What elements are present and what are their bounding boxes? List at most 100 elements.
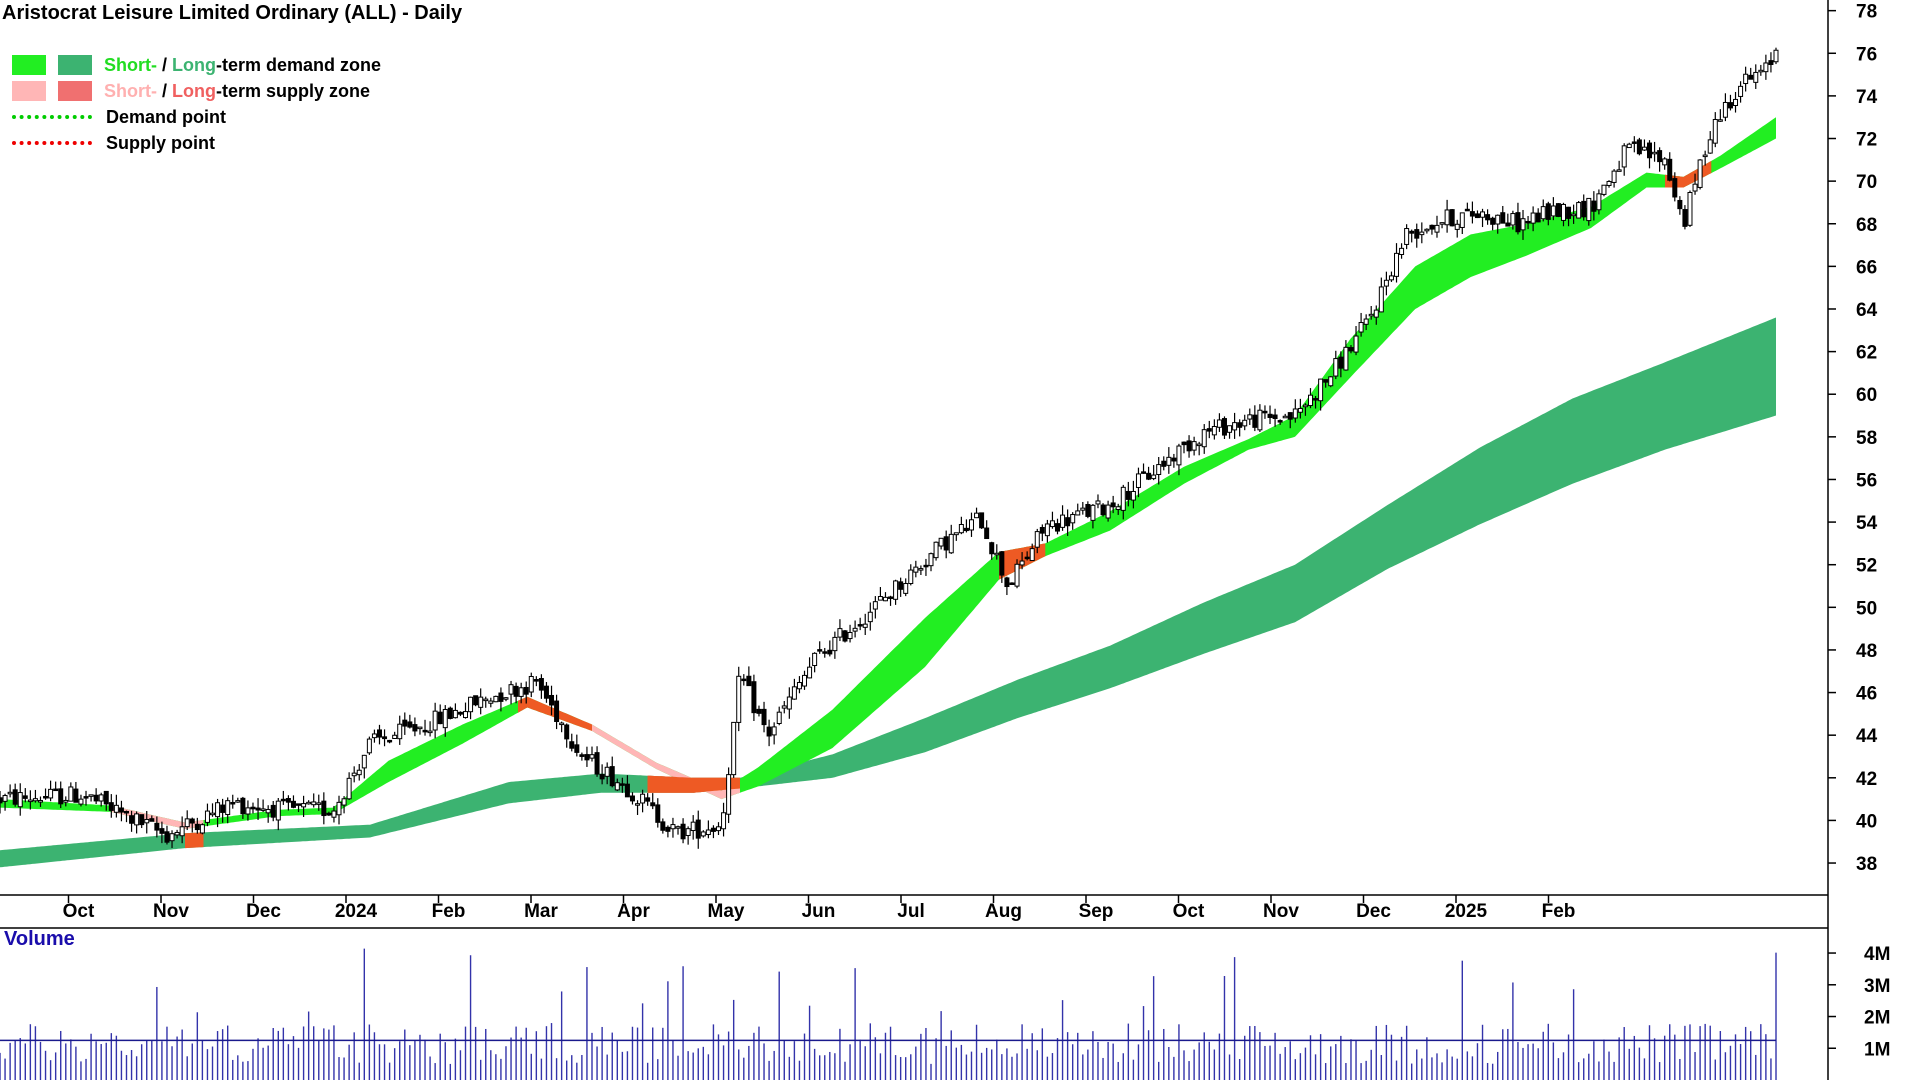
x-tick-label: Jul <box>897 901 924 922</box>
x-tick-label: Nov <box>1263 901 1299 922</box>
candle <box>1100 503 1106 517</box>
candle-body <box>1232 422 1238 431</box>
candle-body <box>164 831 170 843</box>
candle-body <box>1363 318 1369 325</box>
candle-body <box>1722 101 1728 118</box>
candle <box>624 775 630 798</box>
candle-body <box>1211 426 1217 436</box>
candle-body <box>285 798 291 803</box>
candle-body <box>1631 141 1637 144</box>
candle-body <box>1221 418 1227 436</box>
candle-body <box>1049 520 1055 528</box>
candle-body <box>255 807 261 811</box>
candle-body <box>341 798 347 806</box>
candle <box>154 816 160 838</box>
candle <box>331 805 337 823</box>
candle-body <box>660 821 666 831</box>
candle <box>144 811 150 834</box>
candle <box>1373 305 1379 325</box>
candle-body <box>1115 506 1121 510</box>
candle-body <box>710 827 716 832</box>
candle-body <box>412 724 418 732</box>
candle-body <box>17 792 23 808</box>
candle <box>98 792 104 807</box>
x-tick-label: May <box>708 901 745 922</box>
candle <box>73 781 79 803</box>
candle <box>1576 201 1582 219</box>
candle <box>1454 219 1460 238</box>
candle <box>903 578 909 597</box>
candle <box>412 717 418 737</box>
candle <box>306 800 312 805</box>
candle <box>63 796 69 807</box>
candle <box>1313 395 1319 409</box>
candle-body <box>584 754 590 761</box>
candle <box>215 798 221 828</box>
candle-body <box>1500 212 1506 224</box>
candle-body <box>1439 222 1445 225</box>
candle <box>270 800 276 822</box>
long-demand-swatch <box>58 55 92 75</box>
candle <box>321 792 327 825</box>
candle <box>129 810 135 832</box>
candle <box>1743 66 1749 92</box>
price-panel <box>0 47 1779 868</box>
candle-body <box>371 733 377 739</box>
candle <box>225 797 231 824</box>
y-tick-label: 74 <box>1856 87 1878 108</box>
candle-body <box>73 788 79 803</box>
candle-body <box>513 685 519 697</box>
candle-body <box>994 552 1000 556</box>
candlesticks <box>0 47 1779 849</box>
candle <box>685 826 691 845</box>
candle-body <box>1075 510 1081 516</box>
candle <box>356 763 362 781</box>
candle-body <box>1307 394 1313 407</box>
candle <box>199 823 205 835</box>
legend-demand-zone: Short- / Long -term demand zone <box>12 52 381 78</box>
candle <box>918 565 924 576</box>
candle-body <box>2 795 8 802</box>
candle-body <box>1581 200 1587 218</box>
candle <box>781 700 787 714</box>
candle-body <box>1535 212 1541 223</box>
candle-body <box>963 527 969 532</box>
candle <box>1566 206 1572 227</box>
candle <box>463 702 469 719</box>
candle <box>260 799 266 812</box>
candle-body <box>1525 220 1531 224</box>
candle-body <box>1323 379 1329 383</box>
candle <box>999 551 1005 583</box>
candle <box>1105 500 1111 522</box>
candle-body <box>670 824 676 830</box>
candle <box>968 512 974 537</box>
candle <box>1146 466 1152 481</box>
candle <box>1156 457 1162 485</box>
candle <box>1586 197 1592 226</box>
candle <box>857 617 863 631</box>
candle <box>1641 139 1647 151</box>
candle-body <box>1292 408 1298 419</box>
candle <box>1616 160 1622 172</box>
candle-body <box>1712 118 1718 144</box>
candle <box>958 516 964 535</box>
candle <box>1459 212 1465 234</box>
candle-body <box>1626 143 1632 149</box>
candle-body <box>842 630 848 642</box>
candle <box>554 694 560 730</box>
candle-body <box>83 796 89 799</box>
candle <box>1672 172 1678 202</box>
candle-body <box>984 527 990 540</box>
candle <box>1378 277 1384 313</box>
candle <box>1480 208 1486 228</box>
candle <box>17 783 23 816</box>
candle <box>250 802 256 814</box>
candle-body <box>1520 218 1526 231</box>
candle <box>473 695 479 707</box>
candle-body <box>230 801 236 805</box>
candle <box>761 701 767 733</box>
candle <box>1171 453 1177 468</box>
candle-body <box>635 803 641 806</box>
candle <box>387 739 393 744</box>
